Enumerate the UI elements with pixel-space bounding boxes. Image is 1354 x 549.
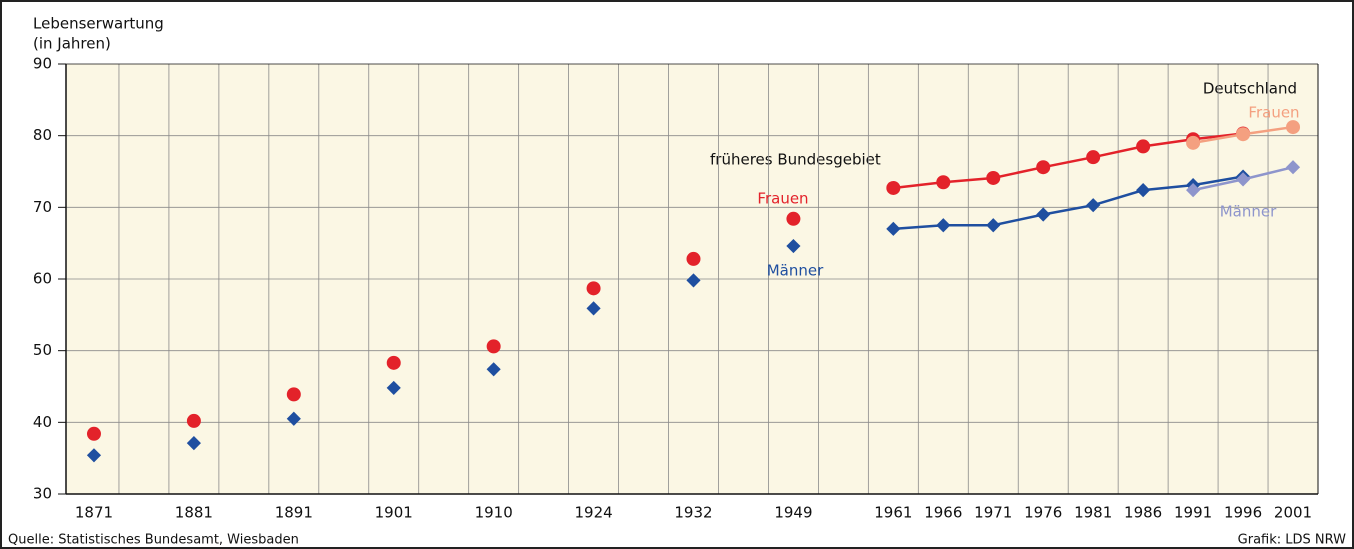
x-tick-label: 1971 <box>974 504 1012 522</box>
marker <box>936 218 951 233</box>
marker <box>286 387 301 402</box>
x-tick-label: 1891 <box>275 504 313 522</box>
marker <box>1036 207 1051 222</box>
marker <box>386 380 401 396</box>
source: Quelle: Statistisches Bundesamt, Wiesbad… <box>8 533 299 548</box>
marker <box>786 238 801 254</box>
y-tick-label: 70 <box>33 198 52 216</box>
series-label: Männer <box>767 262 824 280</box>
annotation: früheres Bundesgebiet <box>710 151 881 169</box>
marker <box>686 251 701 266</box>
series-label: Frauen <box>1248 104 1299 122</box>
x-tick-label: 1871 <box>75 504 113 522</box>
marker <box>486 362 501 377</box>
marker <box>1286 120 1301 135</box>
x-tick-label: 1966 <box>924 504 962 522</box>
marker <box>1236 127 1251 142</box>
x-tick-label: 1910 <box>475 504 513 522</box>
marker <box>86 426 101 441</box>
y-tick-label: 40 <box>33 413 52 431</box>
marker <box>586 301 601 316</box>
marker <box>886 221 901 236</box>
marker <box>1086 150 1101 165</box>
marker <box>786 211 801 226</box>
series-label: Frauen <box>757 190 808 208</box>
x-tick-label: 1932 <box>674 504 712 522</box>
marker <box>186 436 201 451</box>
x-tick-label: 1996 <box>1224 504 1262 522</box>
marker <box>1235 172 1251 187</box>
marker <box>686 273 701 288</box>
marker <box>986 218 1001 233</box>
x-tick-label: 2001 <box>1274 504 1312 522</box>
x-tick-label: 1976 <box>1024 504 1062 522</box>
marker <box>936 175 951 190</box>
series-line <box>893 175 1244 231</box>
series-label: Männer <box>1220 203 1277 221</box>
x-tick-label: 1901 <box>375 504 413 522</box>
marker <box>1285 160 1301 175</box>
marker <box>386 355 401 370</box>
marker <box>86 448 102 463</box>
x-tick-label: 1986 <box>1124 504 1162 522</box>
marker <box>1186 135 1201 150</box>
marker <box>1186 183 1201 198</box>
series-line <box>893 132 1244 190</box>
marker <box>1086 198 1101 213</box>
y-label: (in Jahren) <box>33 35 111 53</box>
marker <box>1136 183 1151 198</box>
y-label: Lebenserwartung <box>33 15 164 33</box>
marker <box>586 281 601 296</box>
x-tick-label: 1981 <box>1074 504 1112 522</box>
marker <box>486 339 501 354</box>
annotation: Deutschland <box>1203 80 1297 98</box>
y-tick-label: 60 <box>33 270 52 288</box>
marker <box>1136 139 1151 154</box>
credit: Grafik: LDS NRW <box>1238 533 1346 548</box>
y-tick-label: 50 <box>33 341 52 359</box>
y-tick-label: 90 <box>33 55 52 73</box>
y-tick-label: 30 <box>33 485 52 503</box>
x-tick-label: 1949 <box>774 504 812 522</box>
x-tick-label: 1924 <box>574 504 612 522</box>
y-tick-label: 80 <box>33 126 52 144</box>
x-tick-label: 1881 <box>175 504 213 522</box>
marker <box>1036 160 1051 175</box>
marker <box>186 413 201 428</box>
marker <box>886 180 901 195</box>
marker <box>286 411 301 426</box>
x-tick-label: 1961 <box>874 504 912 522</box>
marker <box>986 170 1001 185</box>
x-tick-label: 1991 <box>1174 504 1212 522</box>
